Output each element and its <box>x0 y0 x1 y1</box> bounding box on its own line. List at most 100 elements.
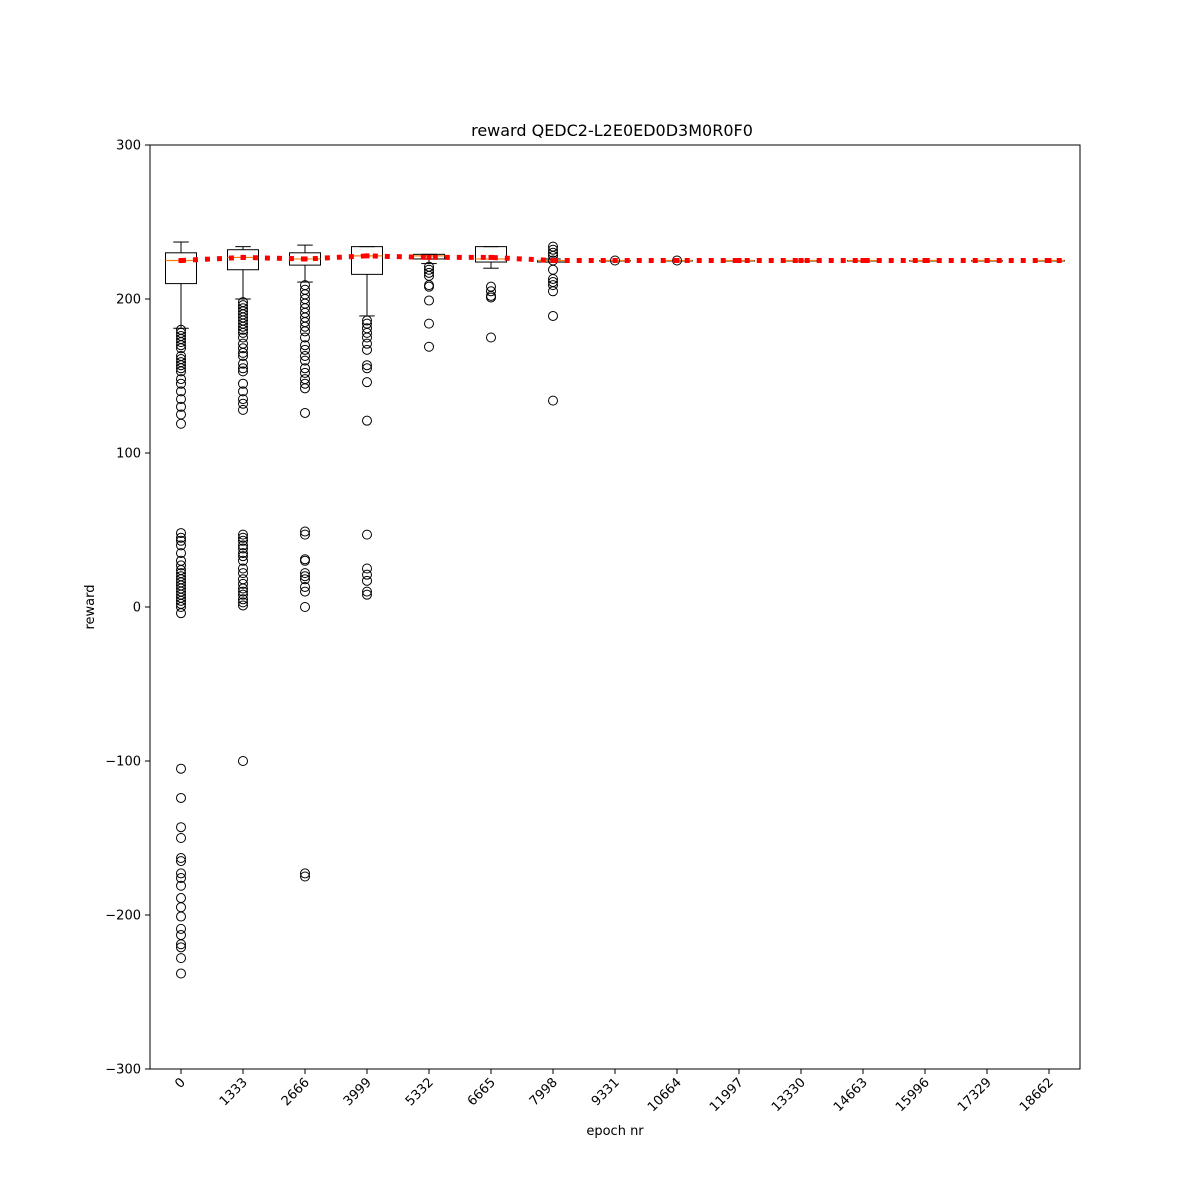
y-axis-label: reward <box>83 584 98 629</box>
outlier-point <box>176 833 186 843</box>
outlier-point <box>362 344 372 355</box>
outlier-point <box>548 286 558 297</box>
outlier-point <box>176 856 186 867</box>
outlier-point <box>300 407 310 418</box>
outlier-point <box>176 560 186 571</box>
outlier-point <box>176 535 186 546</box>
outlier-point <box>238 386 248 397</box>
outlier-point <box>238 327 248 338</box>
mean-marker <box>426 254 432 260</box>
x-tick-label: 10664 <box>645 1075 685 1115</box>
outlier-point <box>362 575 372 586</box>
outlier-point <box>424 264 434 275</box>
outlier-point <box>176 340 186 351</box>
x-tick-label: 9331 <box>589 1075 623 1109</box>
axes: −300 −200 −100 0 100 200 300 0 1333 2666 3999 5332 6… <box>105 139 1057 1116</box>
outlier-point <box>610 255 620 266</box>
mean-marker <box>922 258 928 263</box>
x-tick-label: 7998 <box>527 1075 561 1109</box>
outlier-point <box>176 923 186 934</box>
outlier-point <box>238 594 248 605</box>
x-tick-label: 18662 <box>1017 1075 1057 1115</box>
outlier-point <box>238 578 248 589</box>
outlier-point <box>176 792 186 803</box>
x-tick-label: 1333 <box>217 1075 251 1109</box>
mean-marker <box>550 258 556 263</box>
outlier-point <box>362 327 372 338</box>
box-2666 <box>289 244 321 882</box>
outlier-point <box>362 332 372 343</box>
x-tick-label: 2666 <box>279 1075 313 1109</box>
outlier-point <box>238 332 248 343</box>
x-tick-label: 5332 <box>403 1075 437 1109</box>
outlier-point <box>176 548 186 559</box>
outlier-point <box>300 529 310 540</box>
outlier-point <box>238 535 248 546</box>
outlier-point <box>300 344 310 355</box>
outlier-point <box>362 360 372 371</box>
y-tick-label: 200 <box>116 293 141 308</box>
box-6665 <box>475 246 507 343</box>
mean-marker <box>984 258 990 263</box>
x-tick-label: 3999 <box>341 1075 375 1109</box>
outlier-point <box>176 853 186 864</box>
outlier-point <box>238 551 248 562</box>
y-tick-label: −300 <box>105 1063 141 1078</box>
y-tick-label: −100 <box>105 755 141 770</box>
outlier-point <box>238 343 248 354</box>
outlier-point <box>238 563 248 574</box>
box-body <box>165 252 197 285</box>
outlier-point <box>238 366 248 377</box>
outlier-point <box>238 589 248 600</box>
outlier-point <box>300 383 310 394</box>
outlier-point <box>238 378 248 389</box>
outlier-point <box>300 574 310 585</box>
outlier-point <box>300 581 310 592</box>
mean-marker <box>674 258 680 263</box>
outlier-point <box>176 953 186 964</box>
outlier-point <box>238 600 248 611</box>
outlier-point <box>176 343 186 354</box>
box-0 <box>165 241 197 979</box>
outlier-point <box>176 401 186 412</box>
outlier-point <box>672 255 682 266</box>
outlier-point <box>300 871 310 882</box>
outlier-point <box>238 529 248 540</box>
box-body <box>351 246 383 275</box>
outlier-point <box>362 529 372 540</box>
outlier-point <box>238 540 248 551</box>
outlier-point <box>362 415 372 426</box>
outlier-point <box>176 763 186 774</box>
outlier-point <box>238 404 248 415</box>
mean-marker <box>302 256 308 262</box>
outlier-point <box>176 394 186 405</box>
x-tick-label: 13330 <box>769 1075 809 1115</box>
outlier-point <box>176 366 186 377</box>
outlier-point <box>176 532 186 543</box>
mean-marker <box>488 254 494 260</box>
outlier-point <box>300 378 310 389</box>
outlier-point <box>176 528 186 539</box>
outlier-point <box>176 386 186 397</box>
x-tick-label: 15996 <box>893 1075 933 1115</box>
outlier-point <box>238 394 248 405</box>
mean-marker <box>178 258 184 263</box>
mean-marker <box>240 254 246 260</box>
outlier-point <box>238 532 248 543</box>
mean-marker <box>612 258 618 263</box>
box-7998 <box>537 241 569 406</box>
outlier-point <box>486 332 496 343</box>
outlier-point <box>486 286 496 297</box>
outlier-point <box>238 583 248 594</box>
outlier-point <box>300 868 310 879</box>
outlier-point <box>300 355 310 366</box>
outlier-point <box>176 595 186 606</box>
outlier-point <box>300 321 310 332</box>
outlier-point <box>176 337 186 348</box>
outlier-point <box>176 939 186 950</box>
x-tick-label: 0 <box>172 1075 188 1091</box>
outlier-point <box>176 378 186 389</box>
outlier-point <box>486 292 496 303</box>
outlier-point <box>238 568 248 579</box>
